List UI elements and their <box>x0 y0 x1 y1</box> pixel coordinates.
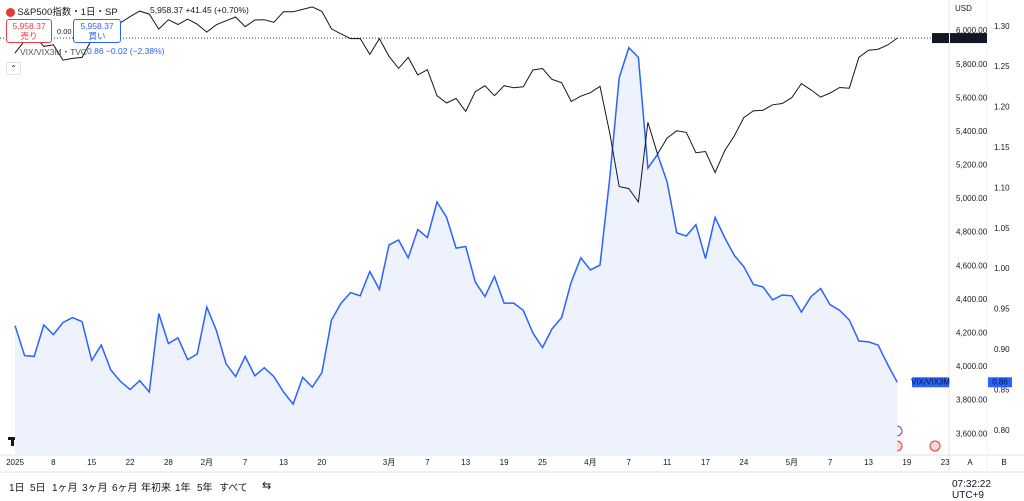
range-button[interactable]: 5日 <box>30 483 46 494</box>
x-tick-label: 19 <box>500 458 509 467</box>
last-price: 5,958.37 <box>150 5 184 15</box>
range-button[interactable]: 年初来 <box>141 483 171 494</box>
y2-tick-label: 1.20 <box>994 103 1010 112</box>
clock: 07:32:22 UTC+9 <box>952 479 991 501</box>
price-tag-label: 5,958.37 <box>953 33 985 42</box>
x-tick-label: 24 <box>739 458 748 467</box>
scale-button[interactable]: A <box>967 458 973 467</box>
x-tick-label: 22 <box>126 458 135 467</box>
x-tick-label: 2025 <box>6 458 24 467</box>
series-tag-label: VIX/VIX3M <box>911 377 950 386</box>
x-tick-label: 7 <box>243 458 248 467</box>
y2-tick-label: 0.95 <box>994 305 1010 314</box>
y-tick-label: 5,000.00 <box>956 194 988 203</box>
collapse-button[interactable]: ⌃ <box>6 62 21 75</box>
y2-tick-label: 0.90 <box>994 345 1010 354</box>
x-tick-label: 2月 <box>201 458 213 467</box>
legend-quote: 5,958.37 +41.45 (+0.70%) <box>150 5 249 15</box>
line <box>14 6 898 204</box>
range-button[interactable]: 3ヶ月 <box>82 483 108 494</box>
y-tick-label: 4,600.00 <box>956 261 988 270</box>
compare-button[interactable]: ⇆ <box>262 480 272 492</box>
range-button[interactable]: 6ヶ月 <box>112 483 138 494</box>
legend-main: S&P500指数・1日・SP <box>6 4 118 18</box>
y2-tick-label: 1.30 <box>994 22 1010 31</box>
x-tick-label: 13 <box>279 458 288 467</box>
x-tick-label: 17 <box>701 458 710 467</box>
y2-tick-label: 0.80 <box>994 426 1010 435</box>
y-tick-label: 5,800.00 <box>956 60 988 69</box>
series-tag <box>912 377 949 388</box>
x-tick-label: 13 <box>461 458 470 467</box>
y-tick-label: 6,000.00 <box>956 26 988 35</box>
price-tag <box>988 377 1012 388</box>
buy-price: 5,958.37 <box>80 21 114 31</box>
range-button[interactable]: 1日 <box>9 483 25 494</box>
sell-price: 5,958.37 <box>12 21 46 31</box>
y-tick-label: 4,400.00 <box>956 295 988 304</box>
y-tick-label: 3,800.00 <box>956 396 988 405</box>
symbol[interactable]: S&P500指数・1日・SP <box>17 7 118 18</box>
y-tick-label: 5,600.00 <box>956 93 988 102</box>
x-tick-label: 7 <box>828 458 833 467</box>
area <box>15 47 898 455</box>
sell-button[interactable]: 5,958.37 売り <box>6 19 52 43</box>
y2-tick-label: 1.10 <box>994 183 1010 192</box>
x-tick-label: 15 <box>87 458 96 467</box>
range-button[interactable]: 1年 <box>175 483 191 494</box>
x-tick-label: 7 <box>627 458 632 467</box>
y2-tick-label: 1.00 <box>994 264 1010 273</box>
currency: USD <box>955 4 972 13</box>
range-button[interactable]: 5年 <box>197 483 213 494</box>
scale-button[interactable]: B <box>1001 458 1006 467</box>
compare-change: −0.02 (−2.38%) <box>105 46 165 56</box>
y-tick-label: 4,000.00 <box>956 362 988 371</box>
x-tick-label: 7 <box>425 458 430 467</box>
line <box>14 46 898 406</box>
x-tick-label: 11 <box>663 458 672 467</box>
compare-quote: 0.86 −0.02 (−2.38%) <box>87 46 165 56</box>
buy-label: 買い <box>88 31 106 41</box>
series-tag <box>932 33 949 44</box>
x-tick-label: 28 <box>164 458 173 467</box>
y-tick-label: 3,600.00 <box>956 429 988 438</box>
y-tick-label: 5,400.00 <box>956 127 988 136</box>
x-tick-label: 19 <box>902 458 911 467</box>
x-tick-label: 20 <box>317 458 326 467</box>
price-tag-label: 0.86 <box>992 377 1008 386</box>
y2-tick-label: 0.85 <box>994 385 1010 394</box>
change: +41.45 (+0.70%) <box>185 5 249 15</box>
x-tick-label: 4月 <box>584 458 596 467</box>
y-tick-label: 4,200.00 <box>956 329 988 338</box>
x-tick-label: 23 <box>941 458 950 467</box>
buy-button[interactable]: 5,958.37 買い <box>73 19 121 43</box>
y-tick-label: 5,200.00 <box>956 161 988 170</box>
x-tick-label: 13 <box>864 458 873 467</box>
price-tag <box>950 33 987 44</box>
compare-last: 0.86 <box>87 46 104 56</box>
y2-tick-label: 1.25 <box>994 62 1010 71</box>
sell-label: 売り <box>20 31 38 41</box>
series-tag-label: SPX <box>932 33 949 42</box>
range-button[interactable]: 1ヶ月 <box>52 483 78 494</box>
y2-tick-label: 1.05 <box>994 224 1010 233</box>
symbol-icon <box>6 8 15 18</box>
range-button[interactable]: すべて <box>219 483 248 494</box>
x-tick-label: 5月 <box>786 458 798 467</box>
compare-symbol[interactable]: VIX/VIX3M・TVC <box>20 47 88 57</box>
x-tick-label: 25 <box>538 458 547 467</box>
y2-tick-label: 1.15 <box>994 143 1010 152</box>
flag-icon[interactable] <box>929 440 941 452</box>
spread: 0.00 <box>57 27 72 36</box>
y-tick-label: 4,800.00 <box>956 228 988 237</box>
x-tick-label: 8 <box>51 458 56 467</box>
x-tick-label: 3月 <box>383 458 395 467</box>
